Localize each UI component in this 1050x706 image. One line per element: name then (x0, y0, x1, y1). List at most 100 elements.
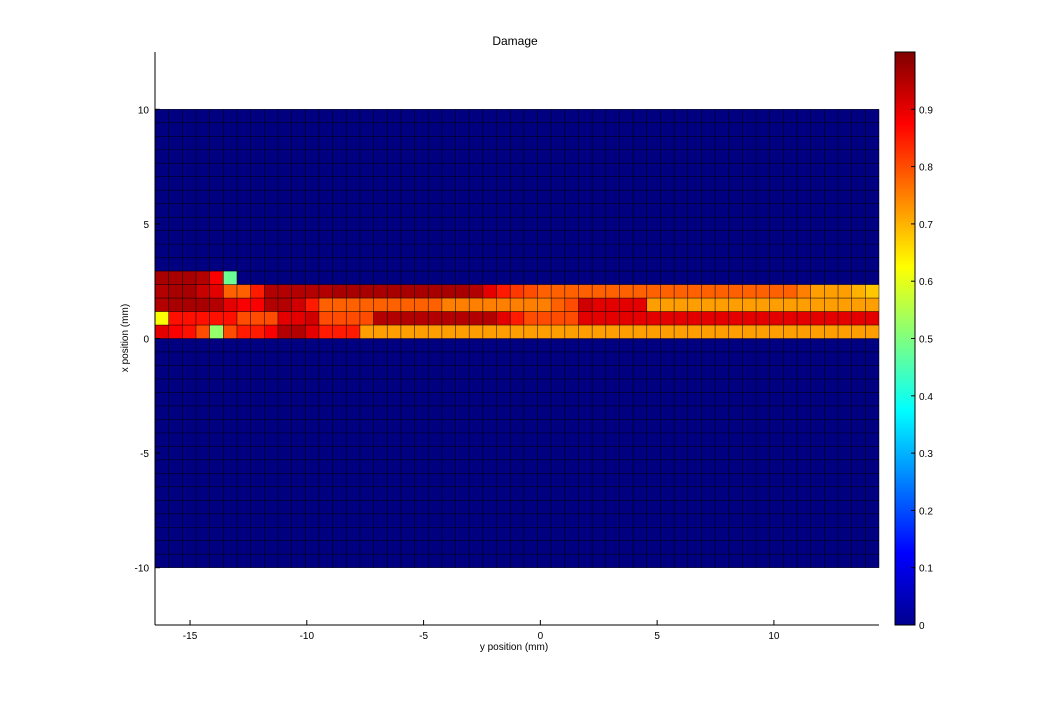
heatmap-cell (428, 284, 442, 299)
heatmap-cell (277, 311, 292, 326)
heatmap-cell (168, 325, 183, 339)
heatmap-cell (455, 298, 470, 312)
heatmap-cell (277, 325, 292, 339)
heatmap-cell (824, 284, 839, 299)
heatmap-cell (469, 284, 483, 299)
heatmap-cell (318, 311, 333, 326)
heatmap-cell (633, 298, 647, 312)
y-tick-label: -10 (135, 564, 150, 575)
y-axis-label: x position (mm) (120, 304, 131, 372)
heatmap-cell (797, 298, 811, 312)
heatmap-cell (865, 325, 879, 339)
heatmap-cell (523, 311, 538, 326)
heatmap-cell (783, 325, 798, 339)
heatmap-cell (455, 311, 470, 326)
heatmap-cell (441, 284, 456, 299)
heatmap-cell (564, 311, 579, 326)
heatmap-cell (728, 325, 743, 339)
heatmap-cell (182, 271, 196, 285)
heatmap-cell (769, 298, 784, 312)
heatmap-cell (865, 298, 879, 312)
heatmap-cell (264, 311, 278, 326)
heatmap-cell (742, 284, 757, 299)
heatmap-cell (332, 311, 347, 326)
heatmap-cell (810, 325, 825, 339)
heatmap-cell (387, 325, 401, 339)
heatmap-cell (824, 298, 839, 312)
heatmap-cell (687, 311, 702, 326)
heatmap-cell (236, 298, 251, 312)
heatmap-cell (674, 325, 688, 339)
heatmap-cell (387, 298, 401, 312)
heatmap-cell (236, 325, 251, 339)
x-tick-label: -5 (419, 631, 428, 642)
heatmap-cell (209, 284, 224, 299)
heatmap-cell (865, 311, 879, 326)
heatmap-cell (428, 298, 442, 312)
heatmap-cell (660, 284, 675, 299)
heatmap-cell (510, 325, 524, 339)
y-tick-label: 10 (138, 105, 150, 116)
heatmap-cell (359, 311, 374, 326)
heatmap-cell (373, 284, 388, 299)
heatmap-cell (660, 298, 675, 312)
chart-title: Damage (492, 34, 538, 48)
heatmap-cell (482, 284, 497, 299)
heatmap-cell (168, 284, 183, 299)
heatmap-cell (359, 298, 374, 312)
heatmap-cell (359, 284, 374, 299)
heatmap-cell (441, 298, 456, 312)
heatmap-cell (318, 325, 333, 339)
heatmap-cell (168, 271, 183, 285)
heatmap-cell (769, 311, 784, 326)
heatmap-cell (332, 298, 347, 312)
heatmap-cell (865, 284, 879, 299)
heatmap-cell (168, 311, 183, 326)
heatmap-cell (687, 325, 702, 339)
y-axis-ticks: -10 -5 0 5 10 (135, 105, 160, 575)
heatmap-cell (223, 284, 237, 299)
heatmap-cell (469, 325, 483, 339)
heatmap-cell (182, 325, 196, 339)
heatmap-cell (674, 311, 688, 326)
heatmap-cell (195, 298, 210, 312)
x-tick-label: 0 (538, 631, 544, 642)
heatmap-cell (155, 298, 169, 312)
heatmap-cell (305, 325, 319, 339)
heatmap-cell (633, 325, 647, 339)
heatmap-cell (414, 325, 429, 339)
heatmap-cell (701, 325, 716, 339)
heatmap-cell (742, 311, 757, 326)
heatmap-cell (824, 311, 839, 326)
heatmap-cell (400, 298, 415, 312)
heatmap-cell (769, 325, 784, 339)
heatmap-cell (824, 325, 839, 339)
heatmap-cell (838, 325, 852, 339)
colorbar-tick-label: 0.3 (919, 449, 933, 460)
heatmap-cell (236, 284, 251, 299)
heatmap-cell (482, 298, 497, 312)
y-tick-label: 0 (143, 335, 149, 346)
heatmap-cell (783, 311, 798, 326)
colorbar-tick-label: 0.1 (919, 564, 933, 575)
heatmap-cell (250, 325, 265, 339)
heatmap-cell (687, 284, 702, 299)
heatmap-cell (715, 311, 729, 326)
heatmap-cell (264, 284, 278, 299)
x-axis-ticks: -15 -10 -5 0 5 10 (183, 620, 780, 642)
colorbar-tick-label: 0.5 (919, 335, 933, 346)
heatmap-cell (633, 284, 647, 299)
colorbar-tick-label: 0.2 (919, 506, 933, 517)
x-tick-label: 5 (654, 631, 660, 642)
heatmap-cell (482, 325, 497, 339)
heatmap-cell (209, 298, 224, 312)
heatmap-cell (469, 298, 483, 312)
heatmap-cell (619, 311, 634, 326)
heatmap-cell (605, 311, 620, 326)
heatmap-cell (851, 284, 866, 299)
heatmap-cell (728, 284, 743, 299)
heatmap-cell (264, 325, 278, 339)
heatmap-cell (605, 298, 620, 312)
